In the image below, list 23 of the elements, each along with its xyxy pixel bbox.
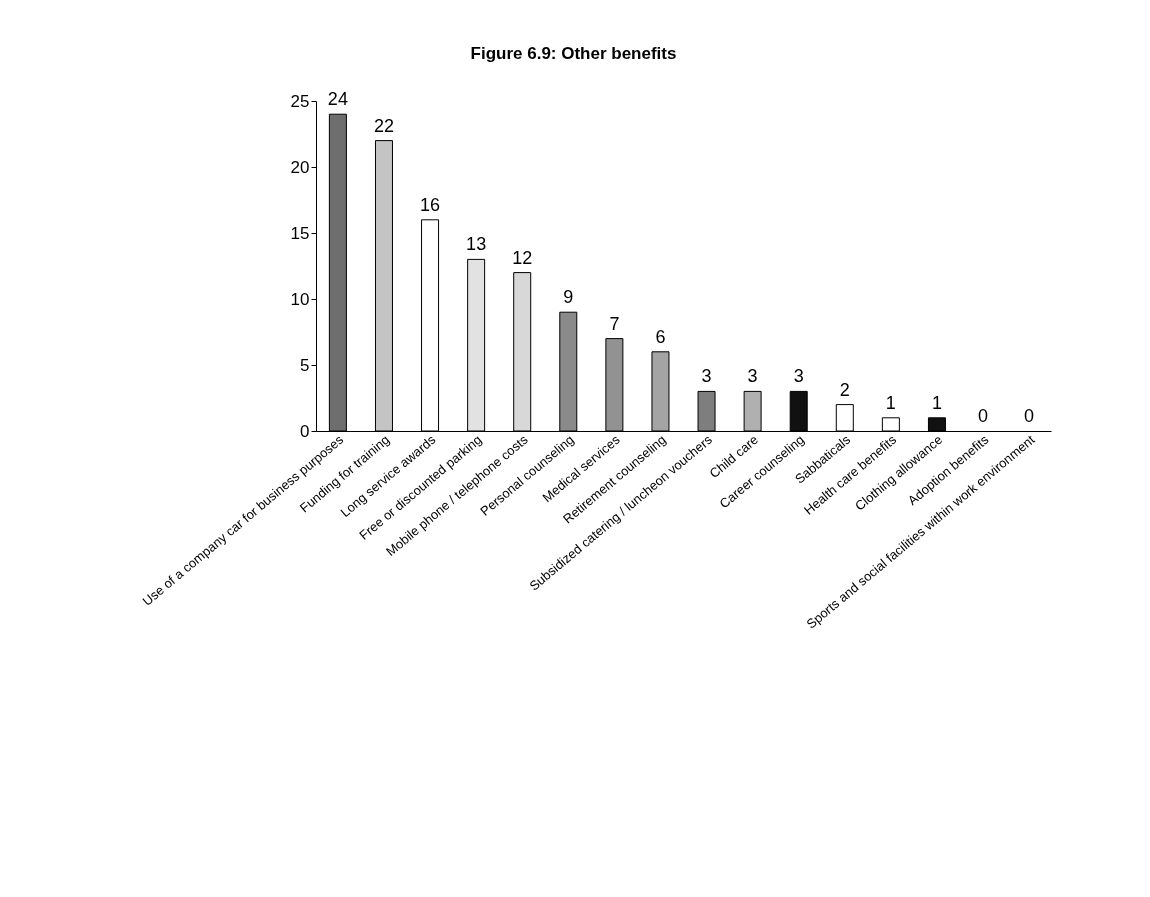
- data-label: 12: [512, 247, 533, 268]
- data-label: 1: [885, 392, 896, 413]
- data-label: 9: [563, 287, 574, 308]
- data-label: 0: [978, 406, 989, 426]
- data-label: 3: [747, 366, 758, 387]
- y-tick-label: 25: [290, 91, 310, 111]
- data-label: 22: [373, 115, 394, 136]
- y-tick-label: 15: [290, 223, 310, 243]
- data-label: 1: [931, 392, 942, 413]
- y-tick-label: 5: [300, 355, 310, 375]
- chart-title: Figure 6.9: Other benefits: [470, 44, 677, 64]
- data-label: 2: [839, 379, 850, 400]
- data-label: 0: [1024, 406, 1035, 426]
- data-label: 13: [466, 234, 487, 255]
- data-label: 7: [609, 313, 620, 334]
- data-label: 6: [655, 326, 666, 347]
- y-tick-label: 20: [290, 157, 310, 177]
- data-label: 16: [420, 194, 441, 215]
- data-label: 24: [327, 89, 348, 110]
- y-tick-label: 0: [300, 421, 310, 441]
- y-tick-label: 10: [290, 289, 310, 309]
- data-label: 3: [701, 366, 712, 387]
- data-label: 3: [793, 366, 804, 387]
